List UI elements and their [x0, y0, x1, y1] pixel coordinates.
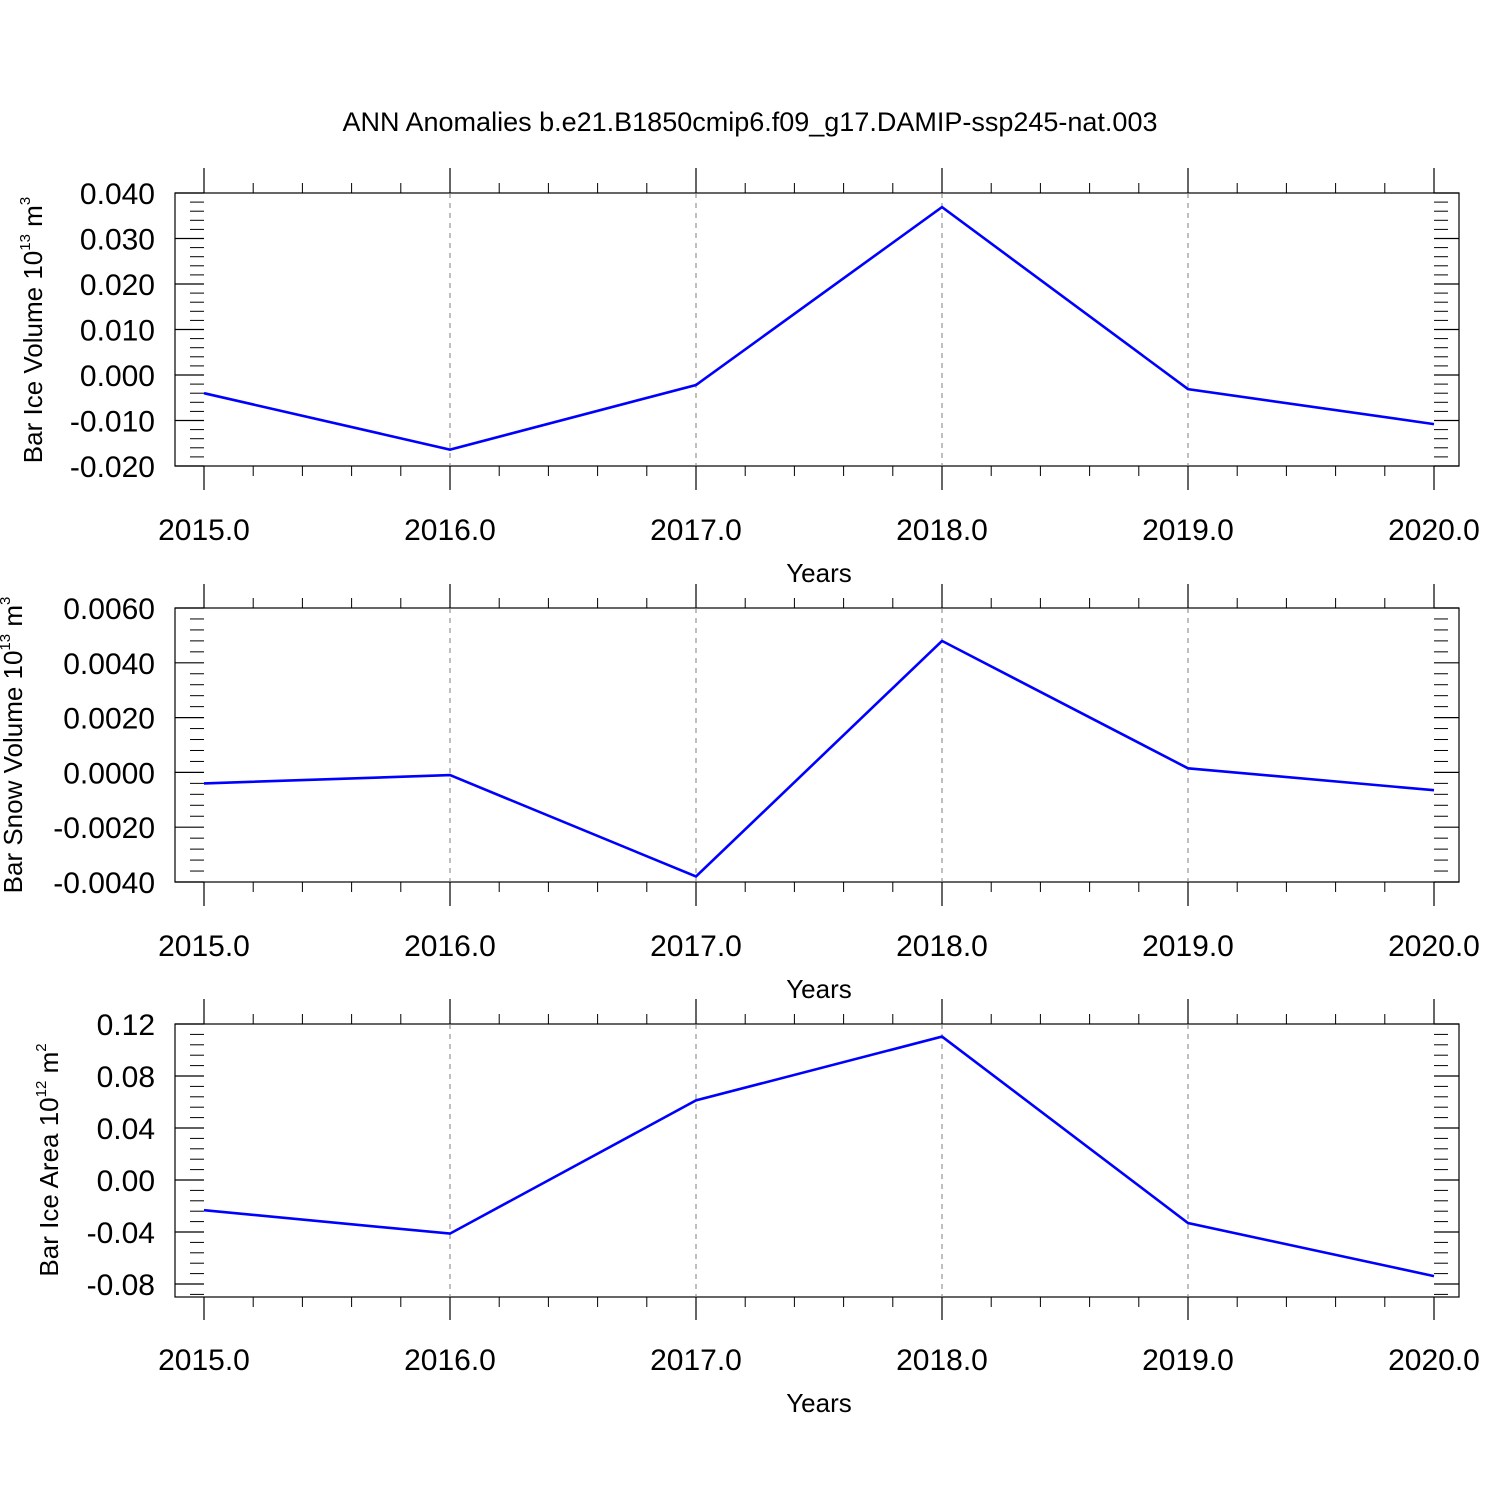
- y-tick-label: 0.12: [97, 1009, 155, 1042]
- y-tick-label: 0.020: [80, 269, 155, 302]
- series-line: [203, 205, 1435, 451]
- x-axis-label: Years: [786, 974, 852, 1004]
- x-tick-label: 2017.0: [650, 1344, 742, 1377]
- x-tick-label: 2020.0: [1388, 930, 1480, 963]
- x-tick-label: 2016.0: [404, 1344, 496, 1377]
- y-tick-label: 0.0060: [63, 593, 155, 626]
- x-tick-label: 2018.0: [896, 514, 988, 547]
- x-tick-label: 2020.0: [1388, 514, 1480, 547]
- y-tick-label: -0.0040: [53, 867, 155, 900]
- figure-title: ANN Anomalies b.e21.B1850cmip6.f09_g17.D…: [343, 107, 1158, 137]
- y-tick-label: -0.020: [70, 451, 155, 484]
- chart-panel-1: -0.020 -0.010 0.000 0.010 0.020 0.030 0.040 201…: [17, 168, 1480, 588]
- x-tick-label: 2016.0: [404, 514, 496, 547]
- x-tick-label: 2020.0: [1388, 1344, 1480, 1377]
- y-tick-label: 0.0020: [63, 703, 155, 736]
- y-tick-label: 0.010: [80, 315, 155, 348]
- y-tick-label: 0.0040: [63, 648, 155, 681]
- plot-frame: [174, 1023, 1460, 1298]
- x-tick-label: 2015.0: [158, 514, 250, 547]
- y-tick-label: 0.0000: [63, 757, 155, 790]
- x-tick-label: 2015.0: [158, 1344, 250, 1377]
- plot-frame: [174, 607, 1460, 883]
- y-tick-label: -0.08: [87, 1269, 155, 1302]
- x-tick-label: 2019.0: [1142, 930, 1234, 963]
- chart-panel-3: -0.08 -0.04 0.00 0.04 0.08 0.12 2015.0 2016.0 20…: [33, 999, 1480, 1418]
- y-axis-label: Bar Snow Volume 1013 m3: [0, 597, 28, 894]
- series-line: [203, 639, 1435, 879]
- x-tick-label: 2017.0: [650, 930, 742, 963]
- y-tick-label: -0.0020: [53, 812, 155, 845]
- plot-frame: [174, 192, 1460, 467]
- y-tick-label: -0.04: [87, 1217, 155, 1250]
- x-tick-label: 2019.0: [1142, 1344, 1234, 1377]
- y-tick-label: 0.08: [97, 1061, 155, 1094]
- x-tick-label: 2019.0: [1142, 514, 1234, 547]
- x-axis-label: Years: [786, 558, 852, 588]
- y-axis-label: Bar Ice Area 1012 m2: [33, 1043, 64, 1276]
- y-tick-label: 0.040: [80, 178, 155, 211]
- x-tick-label: 2016.0: [404, 930, 496, 963]
- x-axis-label: Years: [786, 1388, 852, 1418]
- x-tick-label: 2015.0: [158, 930, 250, 963]
- y-tick-label: 0.030: [80, 224, 155, 257]
- series-line: [203, 1035, 1435, 1278]
- x-tick-label: 2018.0: [896, 1344, 988, 1377]
- chart-panel-2: -0.0040 -0.0020 0.0000 0.0020 0.0040 0.0060 20…: [0, 584, 1480, 1004]
- x-tick-label: 2017.0: [650, 514, 742, 547]
- y-tick-label: -0.010: [70, 406, 155, 439]
- x-tick-label: 2018.0: [896, 930, 988, 963]
- y-axis-label: Bar Ice Volume 1013 m3: [17, 197, 48, 463]
- chart-panels: -0.020 -0.010 0.000 0.010 0.020 0.030 0.040 201…: [0, 168, 1480, 1418]
- y-tick-label: 0.00: [97, 1165, 155, 1198]
- y-tick-label: 0.04: [97, 1113, 155, 1146]
- y-tick-label: 0.000: [80, 360, 155, 393]
